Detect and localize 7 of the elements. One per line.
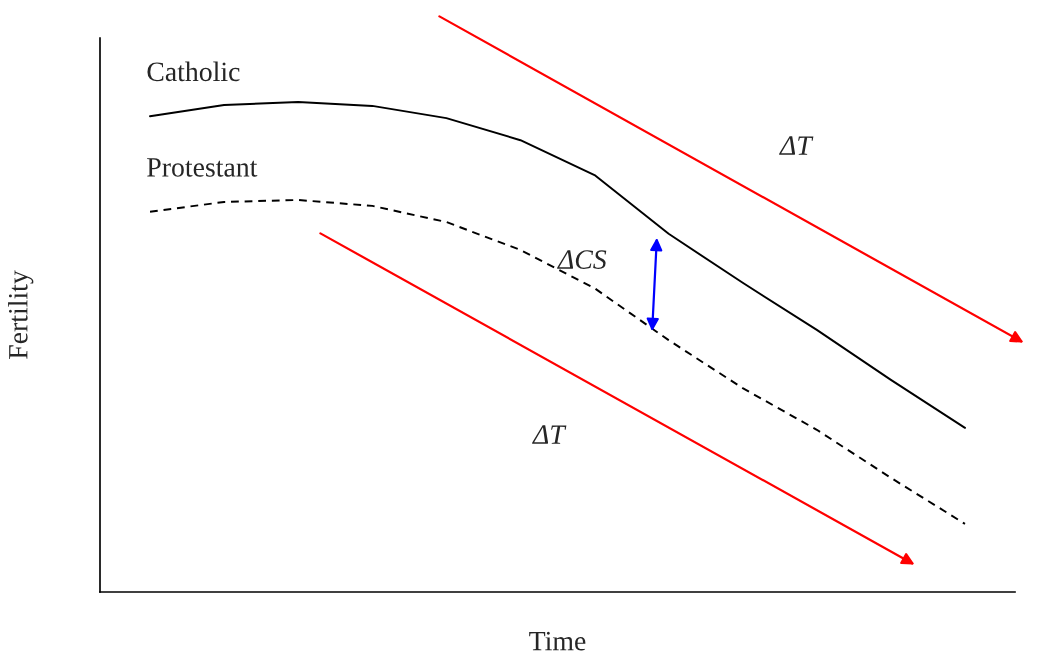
annotation: ΔCS xyxy=(557,250,607,269)
series-label: Catholic xyxy=(147,61,240,82)
y-axis-title: Fertility xyxy=(8,270,34,359)
series-label: Protestant xyxy=(147,158,258,177)
annotation: ΔT xyxy=(532,425,567,444)
x-axis-title: Time xyxy=(529,631,586,651)
annotation: ΔT xyxy=(779,136,814,155)
